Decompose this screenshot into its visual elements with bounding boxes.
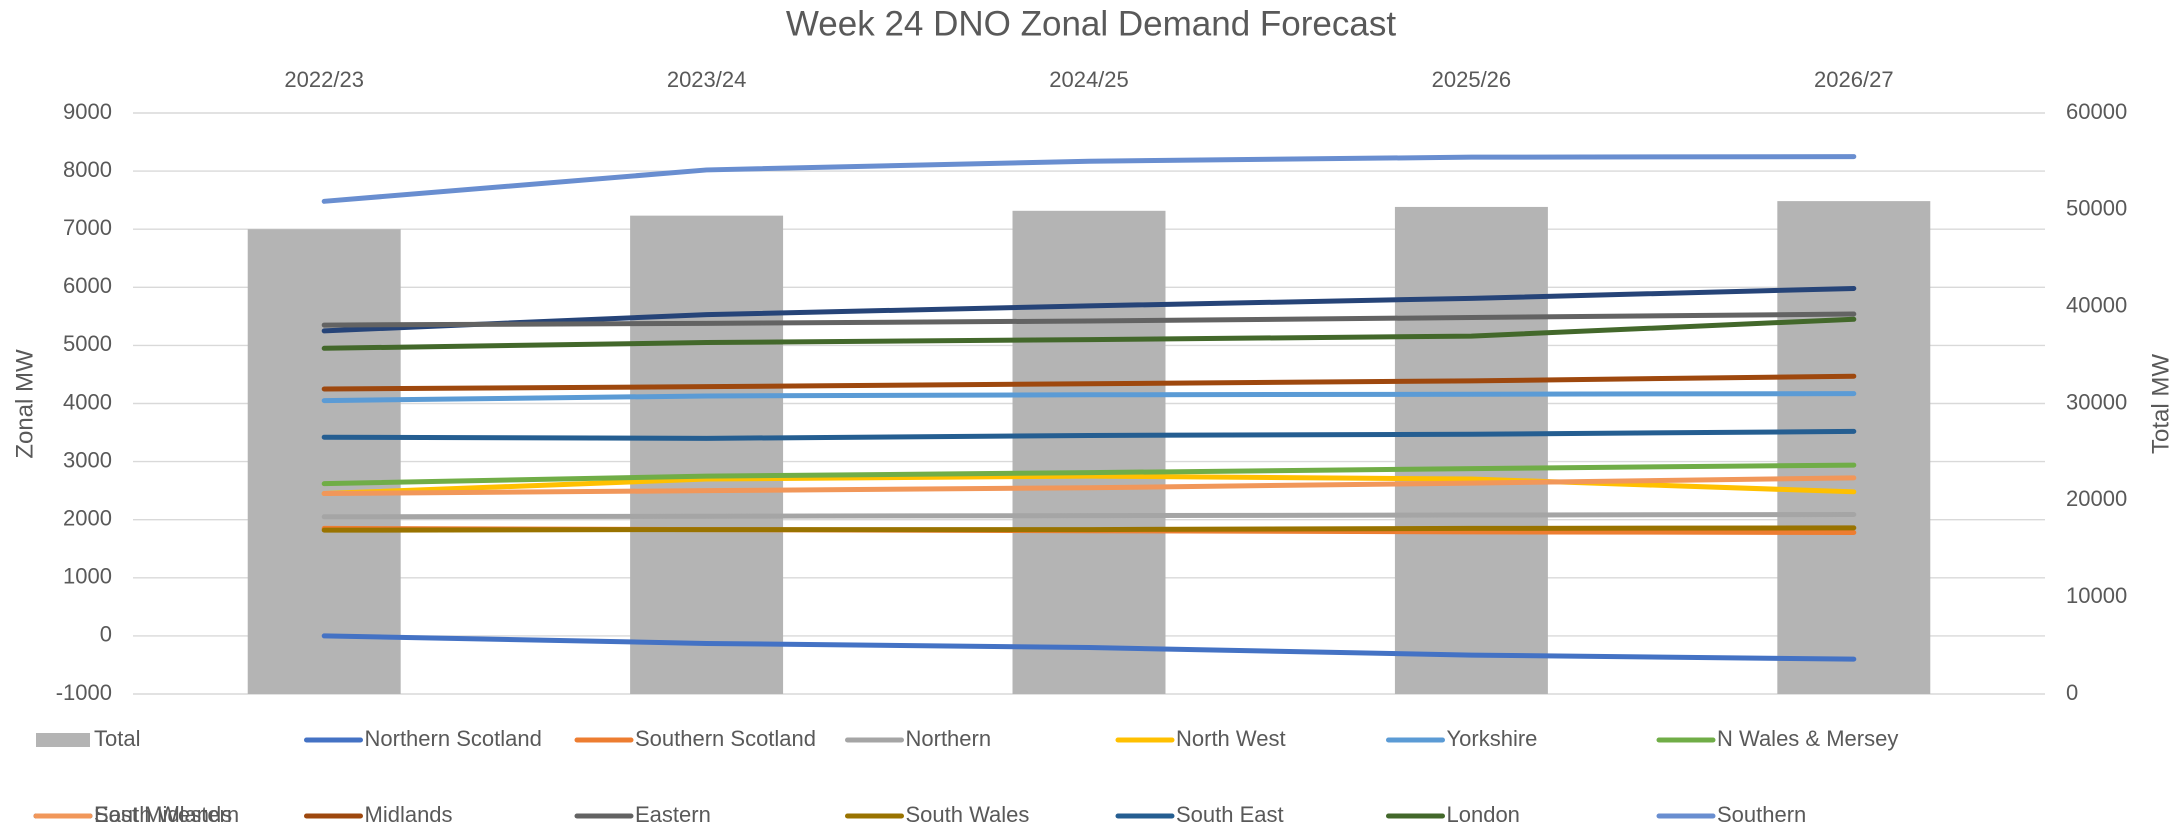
line-series	[321, 428, 1857, 441]
y-tick-label: 7000	[63, 215, 112, 240]
y-tick-label: 0	[100, 622, 112, 647]
line-series	[321, 475, 1857, 497]
legend-label: London	[1447, 802, 1520, 825]
y2-axis-title: Total MW	[2147, 354, 2174, 454]
legend-swatch	[36, 733, 90, 747]
line-series	[321, 285, 1857, 334]
y-tick-label: 4000	[63, 389, 112, 414]
line-series	[321, 391, 1857, 404]
y-tick-label: 9000	[63, 99, 112, 124]
legend-label: Southern	[1717, 802, 1806, 825]
legend-label: South Wales	[906, 802, 1030, 825]
bar	[1012, 210, 1166, 694]
y-tick-label: 2000	[63, 506, 112, 531]
x-tick-label: 2022/23	[284, 67, 364, 92]
y2-tick-label: 40000	[2066, 292, 2127, 317]
legend-label: East Midlands	[94, 802, 232, 825]
y-tick-label: -1000	[56, 680, 112, 705]
y-tick-label: 1000	[63, 564, 112, 589]
y-axis-title: Zonal MW	[11, 349, 38, 459]
chart-title: Week 24 DNO Zonal Demand Forecast	[786, 4, 1396, 43]
y2-tick-label: 0	[2066, 680, 2078, 705]
y2-tick-label: 10000	[2066, 583, 2127, 608]
line-series	[321, 525, 1857, 533]
y-tick-label: 6000	[63, 273, 112, 298]
line-series	[321, 633, 1857, 662]
y2-tick-label: 50000	[2066, 196, 2127, 221]
bar	[630, 215, 784, 695]
bar	[1777, 201, 1931, 694]
line-series	[321, 462, 1857, 487]
legend-label: Eastern	[635, 802, 711, 825]
y2-tick-label: 60000	[2066, 99, 2127, 124]
y-tick-label: 8000	[63, 157, 112, 182]
legend-label: Northern	[906, 726, 992, 751]
legend-label: Midlands	[365, 802, 453, 825]
legend-label: Yorkshire	[1447, 726, 1538, 751]
x-tick-label: 2023/24	[667, 67, 747, 92]
legend-label: N Wales & Mersey	[1717, 726, 1898, 751]
legend-label: South Western	[94, 802, 239, 825]
line-series	[321, 311, 1857, 328]
legend-label: Total	[94, 726, 140, 751]
legend-label: South East	[1176, 802, 1284, 825]
x-tick-label: 2026/27	[1814, 67, 1894, 92]
line-series	[321, 511, 1857, 520]
line-series	[321, 316, 1857, 351]
line-series	[321, 154, 1857, 204]
bar	[1394, 206, 1548, 694]
bar	[247, 229, 401, 694]
y-tick-label: 5000	[63, 331, 112, 356]
legend-label: Southern Scotland	[635, 726, 816, 751]
legend-label: North West	[1176, 726, 1286, 751]
x-tick-label: 2025/26	[1432, 67, 1512, 92]
y2-tick-label: 20000	[2066, 486, 2127, 511]
x-tick-label: 2024/25	[1049, 67, 1129, 92]
y-tick-label: 3000	[63, 447, 112, 472]
line-series	[321, 373, 1857, 392]
y2-tick-label: 30000	[2066, 389, 2127, 414]
legend-label: Northern Scotland	[365, 726, 542, 751]
